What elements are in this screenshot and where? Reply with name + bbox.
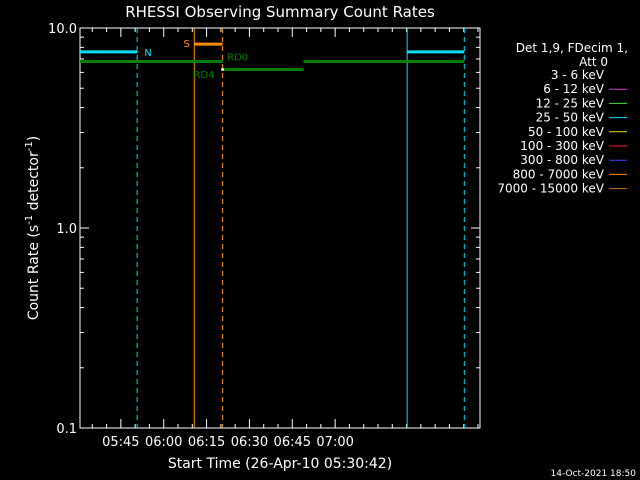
legend-header-line1: Det 1,9, FDecim 1, — [516, 41, 628, 55]
y-tick-label-1: 1.0 — [56, 222, 77, 237]
y-label-mid: detector — [26, 151, 42, 215]
x-tick-label-5: 07:00 — [316, 435, 353, 450]
plot-frame — [79, 27, 481, 429]
x-tick-label-0: 05:45 — [102, 435, 139, 450]
x-axis-label: Start Time (26-Apr-10 05:30:42) — [168, 456, 392, 472]
legend-label-8: 7000 - 15000 keV — [497, 182, 604, 196]
x-tick-label-4: 06:45 — [274, 435, 311, 450]
y-label-end: ) — [26, 136, 42, 141]
legend-label-3: 25 - 50 keV — [536, 111, 605, 125]
axis-ticks — [80, 27, 480, 429]
x-tick-label-2: 06:15 — [188, 435, 225, 450]
legend-label-4: 50 - 100 keV — [528, 125, 605, 139]
x-tick-label-3: 06:30 — [231, 435, 268, 450]
timestamp: 14-Oct-2021 18:50 — [551, 469, 637, 479]
step-marker-dot — [221, 68, 225, 72]
y-label-sup2: -1 — [24, 141, 35, 151]
y-label-main: Count Rate (s — [26, 225, 42, 320]
y-tick-labels: 0.1 1.0 10.0 — [48, 22, 77, 437]
vertical-markers — [136, 28, 465, 428]
legend-label-7: 800 - 7000 keV — [513, 167, 605, 181]
legend-header-line2: Att 0 — [579, 55, 608, 69]
chart-title: RHESSI Observing Summary Count Rates — [125, 3, 435, 21]
annotation-s: S — [183, 39, 189, 50]
legend-label-5: 100 - 300 keV — [520, 139, 604, 153]
plot-border — [79, 27, 481, 429]
y-tick-label-2: 10.0 — [48, 22, 77, 37]
x-tick-label-1: 06:00 — [145, 435, 182, 450]
legend-label-2: 12 - 25 keV — [536, 96, 605, 110]
x-tick-labels: 05:45 06:00 06:15 06:30 06:45 07:00 — [102, 435, 354, 450]
legend-label-1: 6 - 12 keV — [543, 82, 605, 96]
data-series — [80, 42, 465, 72]
annotation-n: N — [144, 48, 151, 59]
annotations: N S RD0 RD4 — [144, 39, 248, 81]
annotation-rd0: RD0 — [227, 53, 248, 64]
annotation-rd4: RD4 — [193, 70, 214, 81]
legend-label-0: 3 - 6 keV — [551, 68, 605, 82]
y-label-sup1: -1 — [24, 215, 35, 225]
y-tick-label-0: 0.1 — [56, 422, 77, 437]
legend-label-6: 300 - 800 keV — [520, 153, 604, 167]
y-axis-label: Count Rate (s-1 detector-1) — [24, 136, 42, 320]
